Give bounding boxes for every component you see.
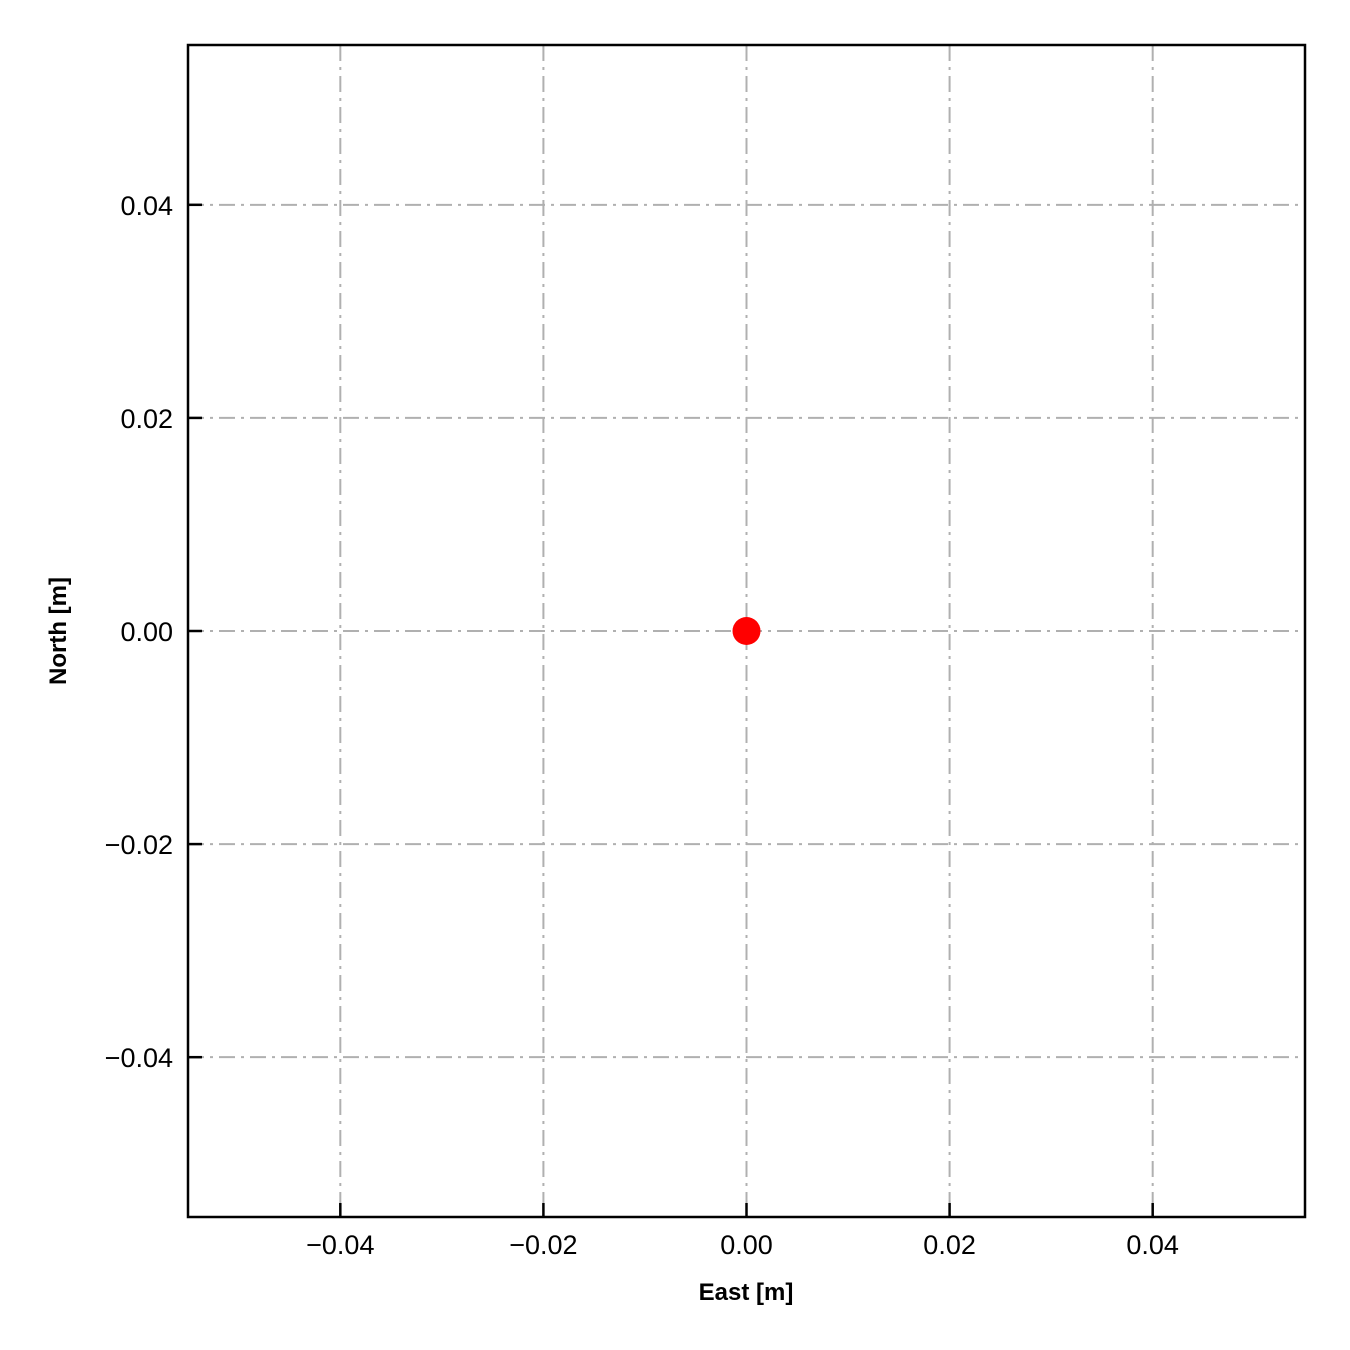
- y-axis-label: North [m]: [45, 577, 72, 685]
- grid: [188, 45, 1305, 1217]
- y-tick-label: 0.00: [120, 617, 173, 647]
- y-tick-label: −0.02: [105, 830, 173, 860]
- x-tick-label: 0.04: [1126, 1230, 1179, 1260]
- data-point: [732, 617, 761, 645]
- x-tick-label: −0.02: [509, 1230, 577, 1260]
- x-tick-label: 0.02: [923, 1230, 976, 1260]
- x-axis-label: East [m]: [699, 1279, 794, 1306]
- x-tick-label: −0.04: [306, 1230, 374, 1260]
- plot-frame: [186, 43, 1307, 1219]
- data-points: [732, 617, 761, 645]
- x-tick-label: 0.00: [720, 1230, 773, 1260]
- y-tick-label: 0.02: [120, 404, 173, 434]
- ticks: −0.04 −0.02 0.00 0.02 0.04 −0.04 −0.02 0.00 0.02…: [105, 191, 1179, 1260]
- y-tick-label: 0.04: [120, 191, 173, 221]
- y-tick-label: −0.04: [105, 1043, 173, 1073]
